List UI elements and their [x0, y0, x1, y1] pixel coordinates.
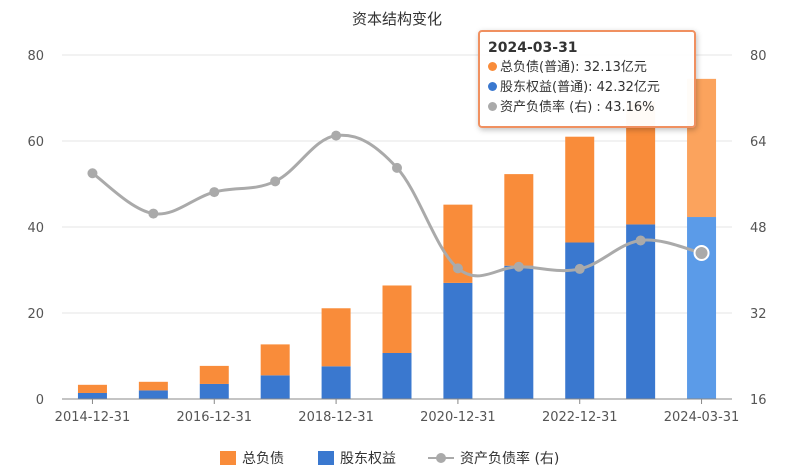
gray-dot-icon	[488, 102, 497, 111]
debt-ratio-line	[91, 133, 702, 278]
bar-equity[interactable]	[687, 217, 717, 399]
bar-total-liabilities[interactable]	[565, 136, 595, 243]
debt-ratio-point[interactable]	[331, 130, 342, 141]
y-right-tick-label: 48	[750, 221, 767, 236]
bar-equity[interactable]	[77, 392, 107, 399]
data-tooltip: 2024-03-31 总负债(普通): 32.13亿元 股东权益(普通): 42…	[478, 30, 696, 128]
tooltip-row-text: 资产负债率 (右) : 43.16%	[500, 100, 655, 115]
x-tick-label: 2024-03-31	[664, 410, 740, 425]
y-left-tick-label: 20	[27, 307, 44, 322]
bar-equity[interactable]	[199, 383, 229, 399]
orange-swatch-icon	[220, 451, 236, 465]
debt-ratio-point[interactable]	[270, 176, 281, 187]
debt-ratio-point[interactable]	[87, 168, 98, 179]
bar-equity[interactable]	[382, 352, 412, 399]
tooltip-row-text: 总负债(普通): 32.13亿元	[500, 60, 647, 75]
line-marker-icon	[428, 451, 454, 465]
tooltip-row-text: 股东权益(普通): 42.32亿元	[500, 80, 660, 95]
x-tick-label: 2020-12-31	[420, 410, 496, 425]
tooltip-row-debt-ratio: 资产负债率 (右) : 43.16%	[488, 98, 686, 118]
debt-ratio-point[interactable]	[452, 263, 463, 274]
bar-total-liabilities[interactable]	[382, 285, 412, 353]
bar-equity[interactable]	[321, 366, 351, 399]
tooltip-row-total-liabilities: 总负债(普通): 32.13亿元	[488, 58, 686, 78]
legend-item-equity[interactable]: 股东权益	[318, 448, 396, 470]
y-left-tick-label: 60	[27, 135, 44, 150]
tooltip-title: 2024-03-31	[488, 40, 578, 56]
orange-dot-icon	[488, 62, 497, 71]
debt-ratio-point[interactable]	[513, 261, 524, 272]
bar-equity[interactable]	[504, 265, 534, 399]
bar-equity[interactable]	[138, 390, 168, 399]
y-right-tick-label: 32	[750, 307, 767, 322]
axes: 0 16 20 32 40 48 60 64 80 80 2014-12-31 2016-12-31 2…	[27, 49, 766, 425]
legend-item-total-liabilities[interactable]: 总负债	[220, 448, 284, 470]
blue-swatch-icon	[318, 451, 334, 465]
bar-total-liabilities[interactable]	[199, 365, 229, 384]
x-tick-label: 2014-12-31	[55, 410, 131, 425]
tooltip-row-equity: 股东权益(普通): 42.32亿元	[488, 78, 686, 98]
y-right-tick-label: 64	[750, 135, 767, 150]
debt-ratio-point[interactable]	[392, 162, 402, 173]
bar-total-liabilities[interactable]	[504, 174, 534, 266]
y-right-tick-label: 80	[750, 49, 767, 64]
y-left-tick-label: 0	[36, 393, 44, 408]
bar-equity[interactable]	[443, 282, 473, 399]
legend-item-debt-ratio[interactable]: 资产负债率 (右)	[428, 448, 559, 470]
bar-total-liabilities[interactable]	[321, 308, 351, 367]
debt-ratio-point[interactable]	[574, 263, 585, 274]
x-tick-label: 2016-12-31	[176, 410, 252, 425]
bar-total-liabilities[interactable]	[260, 344, 290, 376]
x-tick-label: 2022-12-31	[542, 410, 618, 425]
legend-label: 股东权益	[340, 451, 396, 467]
bar-equity[interactable]	[260, 375, 290, 399]
y-left-tick-label: 40	[27, 221, 44, 236]
bar-total-liabilities[interactable]	[138, 381, 168, 391]
chart-legend: 总负债 股东权益 资产负债率 (右)	[0, 448, 794, 472]
debt-ratio-point[interactable]	[209, 187, 220, 198]
bar-equity[interactable]	[626, 224, 656, 399]
x-tick-label: 2018-12-31	[298, 410, 374, 425]
debt-ratio-point[interactable]	[693, 245, 710, 262]
ratio-line-series	[87, 130, 710, 278]
bar-total-liabilities[interactable]	[77, 384, 107, 393]
debt-ratio-point[interactable]	[635, 235, 646, 246]
y-right-tick-label: 16	[750, 393, 767, 408]
legend-label: 资产负债率 (右)	[460, 451, 560, 467]
chart-title: 资本结构变化	[352, 10, 442, 28]
blue-dot-icon	[488, 82, 497, 91]
legend-label: 总负债	[242, 451, 284, 467]
debt-ratio-point[interactable]	[148, 208, 159, 219]
y-left-tick-label: 80	[27, 49, 44, 64]
